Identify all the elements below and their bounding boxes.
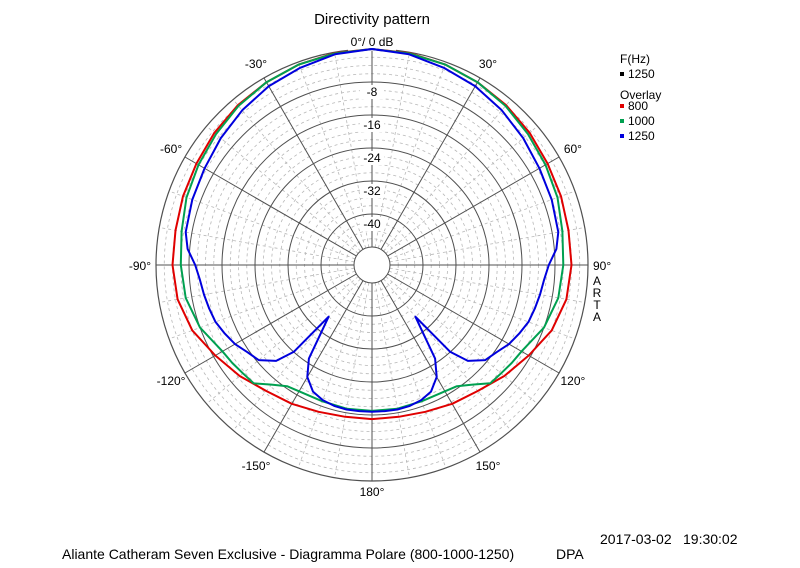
side-label-char: A <box>593 310 601 324</box>
radial-unit-label: 0°/ 0 dB <box>351 35 394 49</box>
angle-label: 180° <box>360 485 385 499</box>
angle-label: 90° <box>593 259 611 273</box>
grid-spoke-major <box>380 77 481 250</box>
side-label-char: T <box>593 298 601 312</box>
legend-label-1000: 1000 <box>628 114 655 128</box>
angle-label: 150° <box>476 459 501 473</box>
legend-swatch-1250 <box>620 134 624 138</box>
series-layer <box>171 48 573 421</box>
radial-unit-plate <box>348 38 396 51</box>
radial-tick-plate <box>360 85 384 99</box>
angle-label: -90° <box>129 259 151 273</box>
radial-tick-plate <box>360 184 384 198</box>
angle-label: -120° <box>157 374 186 388</box>
radial-tick-label: -8 <box>367 85 378 99</box>
series-line-800 <box>171 48 573 421</box>
radial-tick-label: -32 <box>363 184 381 198</box>
side-label-char: A <box>593 274 601 288</box>
grid-spoke-major <box>387 156 560 257</box>
axis-labels: -8 -16 -24 -32 -40 -30° 30° -60° 60° -90° 90° -120°… <box>129 57 612 499</box>
grid-spoke-major <box>184 156 357 257</box>
footer-time: 19:30:02 <box>683 531 738 547</box>
radial-tick-plate <box>360 151 384 165</box>
angle-label: -30° <box>245 57 267 71</box>
radial-tick-plate <box>360 217 384 231</box>
grid-spoke-major <box>184 273 357 374</box>
legend-label-800: 800 <box>628 99 648 113</box>
grid-spoke-major <box>387 273 560 374</box>
angle-label: -150° <box>242 459 271 473</box>
legend-freq-value: 1250 <box>628 67 655 81</box>
legend-label-1250: 1250 <box>628 129 655 143</box>
legend-freq-header: F(Hz) <box>620 52 650 66</box>
legend-swatch-1000 <box>620 119 624 123</box>
footer-date: 2017-03-02 <box>600 531 672 547</box>
angle-label: 60° <box>564 142 582 156</box>
radial-tick-label: -24 <box>363 151 381 165</box>
radial-tick-label: -40 <box>363 217 381 231</box>
angle-label: 120° <box>561 374 586 388</box>
grid-spoke-major <box>263 77 364 250</box>
side-label-char: R <box>593 286 602 300</box>
grid-spoke-major <box>263 280 364 453</box>
footer-tag: DPA <box>556 546 584 562</box>
angle-label: -60° <box>160 142 182 156</box>
legend-overlay-header: Overlay <box>620 88 661 102</box>
series-line-1250 <box>184 48 560 413</box>
radial-tick-plate <box>360 118 384 132</box>
legend-freq-swatch <box>620 72 624 76</box>
radial-tick-label: -16 <box>363 118 381 132</box>
chart-title: Directivity pattern <box>314 11 430 28</box>
footer-caption: Aliante Catheram Seven Exclusive - Diagr… <box>62 546 514 562</box>
grid-spoke-major <box>380 280 481 453</box>
legend-swatch-800 <box>620 104 624 108</box>
angle-label: 30° <box>479 57 497 71</box>
